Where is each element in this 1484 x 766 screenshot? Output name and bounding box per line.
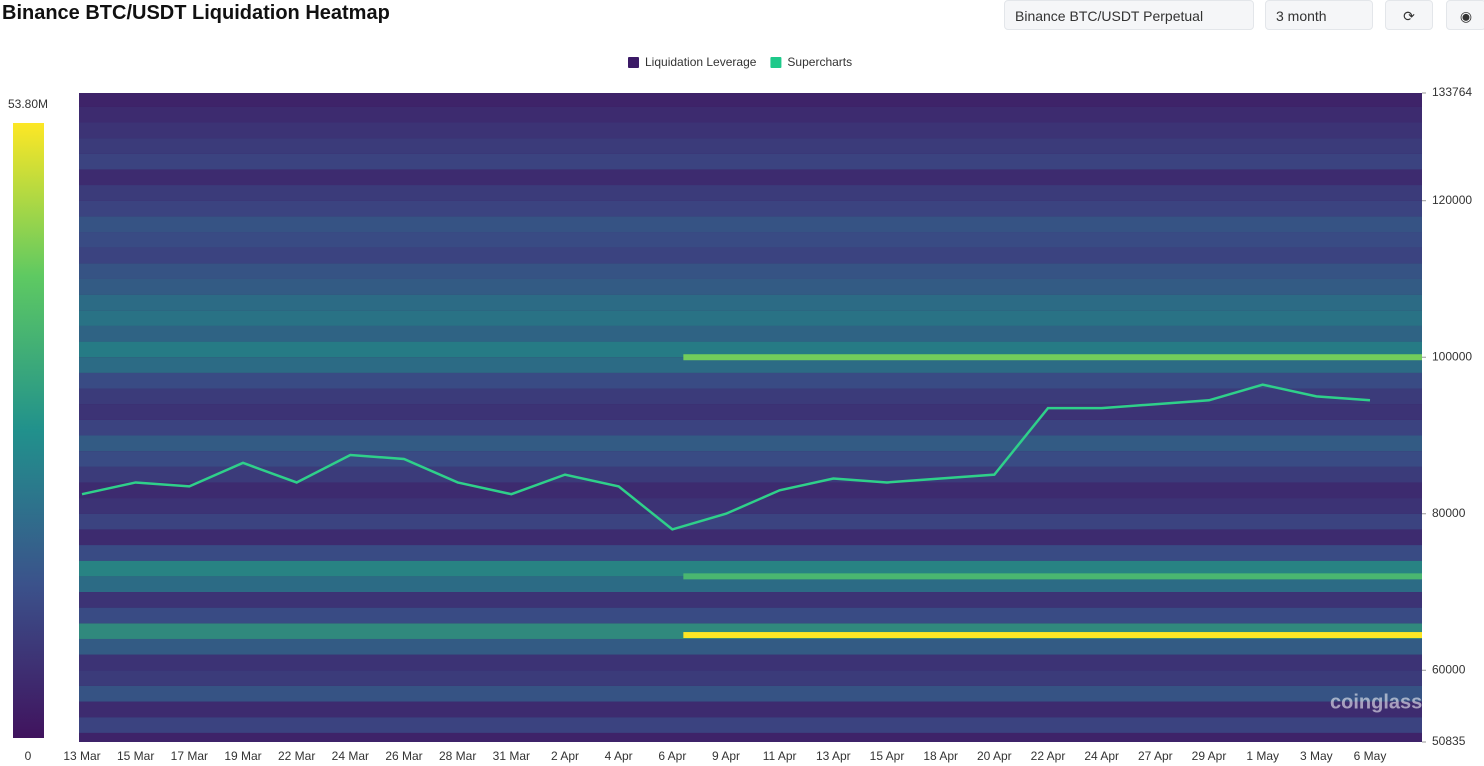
screenshot-button[interactable]: ◉ <box>1446 0 1484 30</box>
x-tick-label: 13 Mar <box>63 749 100 763</box>
heat-band <box>79 419 1422 436</box>
refresh-button[interactable]: ⟳ <box>1385 0 1433 30</box>
y-tick-label: 133764 <box>1432 85 1472 99</box>
heat-band <box>79 701 1422 718</box>
x-tick-label: 29 Apr <box>1192 749 1227 763</box>
hot-level <box>683 632 1422 639</box>
legend-swatch <box>628 57 639 68</box>
price-line <box>81 383 1371 531</box>
heat-band <box>79 278 1422 295</box>
hot-level <box>683 354 1422 361</box>
heat-band <box>79 482 1422 499</box>
x-tick-label: 22 Apr <box>1031 749 1066 763</box>
legend-label: Supercharts <box>787 55 852 69</box>
x-tick-label: 11 Apr <box>763 749 797 763</box>
header: Binance BTC/USDT Liquidation Heatmap Bin… <box>0 0 1484 36</box>
x-tick-label: 6 May <box>1354 749 1387 763</box>
watermark: coinglass <box>1330 691 1422 713</box>
heat-band <box>79 513 1422 530</box>
y-tick-label: 120000 <box>1432 193 1472 207</box>
heat-band <box>79 216 1422 233</box>
y-tick-label: 80000 <box>1432 506 1466 520</box>
x-tick-label: 27 Apr <box>1138 749 1173 763</box>
heat-band <box>79 106 1422 123</box>
x-tick-label: 17 Mar <box>171 749 208 763</box>
y-tick-label: 60000 <box>1432 662 1466 676</box>
heat-band <box>79 466 1422 483</box>
heat-band <box>79 169 1422 186</box>
heat-band <box>79 341 1422 358</box>
heat-band <box>79 185 1422 201</box>
range-select[interactable]: 3 month <box>1265 0 1373 30</box>
x-tick-label: 2 Apr <box>551 749 579 763</box>
heat-band <box>79 732 1422 742</box>
x-tick-label: 24 Mar <box>332 749 369 763</box>
hot-level <box>683 573 1422 580</box>
heat-band <box>79 153 1422 170</box>
colorbar-max: 53.80M <box>8 97 48 111</box>
y-tick-label: 50835 <box>1432 734 1466 748</box>
heat-band <box>79 654 1422 671</box>
colorbar <box>13 123 44 738</box>
legend: Liquidation Leverage Supercharts <box>628 55 852 69</box>
heat-band <box>79 607 1422 624</box>
heat-band <box>79 200 1422 217</box>
heat-band <box>79 93 1422 107</box>
x-tick-label: 9 Apr <box>712 749 740 763</box>
x-tick-label: 20 Apr <box>977 749 1012 763</box>
heat-band <box>79 435 1422 452</box>
legend-label: Liquidation Leverage <box>645 55 757 69</box>
x-tick-label: 24 Apr <box>1084 749 1119 763</box>
x-tick-label: 28 Mar <box>439 749 476 763</box>
x-tick-label: 3 May <box>1300 749 1333 763</box>
x-tick-label: 6 Apr <box>658 749 686 763</box>
heat-band <box>79 529 1422 546</box>
heat-band <box>79 404 1422 420</box>
x-tick-label: 15 Mar <box>117 749 154 763</box>
heat-band <box>79 263 1422 279</box>
heat-band <box>79 138 1422 154</box>
heat-band <box>79 388 1422 405</box>
heat-band <box>79 310 1422 326</box>
heat-band <box>79 545 1422 561</box>
heat-band <box>79 357 1422 373</box>
x-tick-label: 1 May <box>1246 749 1279 763</box>
heat-band <box>79 638 1422 655</box>
heat-band <box>79 232 1422 248</box>
x-tick-label: 18 Apr <box>923 749 958 763</box>
x-tick-label: 4 Apr <box>605 749 633 763</box>
legend-swatch <box>770 57 782 68</box>
title: Binance BTC/USDT Liquidation Heatmap <box>2 2 390 24</box>
heat-band <box>79 122 1422 139</box>
heat-band <box>79 451 1422 467</box>
heat-band <box>79 498 1422 514</box>
heat-band <box>79 592 1422 608</box>
x-tick-label: 15 Apr <box>870 749 905 763</box>
heat-band <box>79 247 1422 264</box>
x-tick-label: 26 Mar <box>385 749 422 763</box>
x-tick-label: 31 Mar <box>493 749 530 763</box>
x-tick-label: 19 Mar <box>224 749 261 763</box>
heat-band <box>79 325 1422 342</box>
x-tick-label: 13 Apr <box>816 749 851 763</box>
colorbar-min: 0 <box>25 749 32 763</box>
heat-band <box>79 576 1422 593</box>
heat-band <box>79 685 1422 702</box>
heat-band <box>79 717 1422 733</box>
heat-band <box>79 670 1422 686</box>
heat-band <box>79 372 1422 389</box>
heat-band <box>79 294 1422 311</box>
y-tick-label: 100000 <box>1432 349 1472 363</box>
x-tick-label: 22 Mar <box>278 749 315 763</box>
heat-band <box>79 560 1422 577</box>
exchange-select[interactable]: Binance BTC/USDT Perpetual <box>1004 0 1254 30</box>
